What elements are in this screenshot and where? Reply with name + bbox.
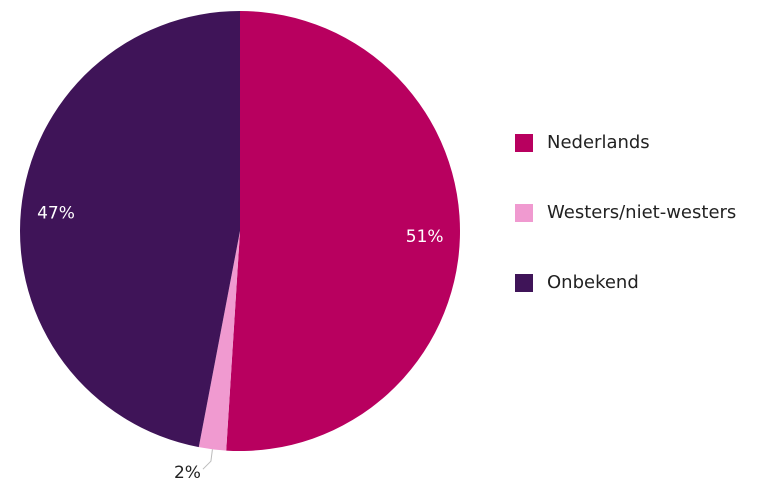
pie-slice <box>198 231 240 451</box>
legend-label: Nederlands <box>547 132 650 153</box>
pie-slice <box>226 11 460 451</box>
pie-slice <box>20 11 240 448</box>
legend-swatch <box>515 134 533 152</box>
data-label: 47% <box>37 204 75 224</box>
legend-swatch <box>515 274 533 292</box>
legend-label: Onbekend <box>547 272 639 293</box>
data-label: 51% <box>406 227 444 247</box>
leader-line <box>202 449 213 470</box>
data-label: 2% <box>174 463 201 483</box>
legend-label: Westers/niet-westers <box>547 202 736 223</box>
legend-swatch <box>515 204 533 222</box>
